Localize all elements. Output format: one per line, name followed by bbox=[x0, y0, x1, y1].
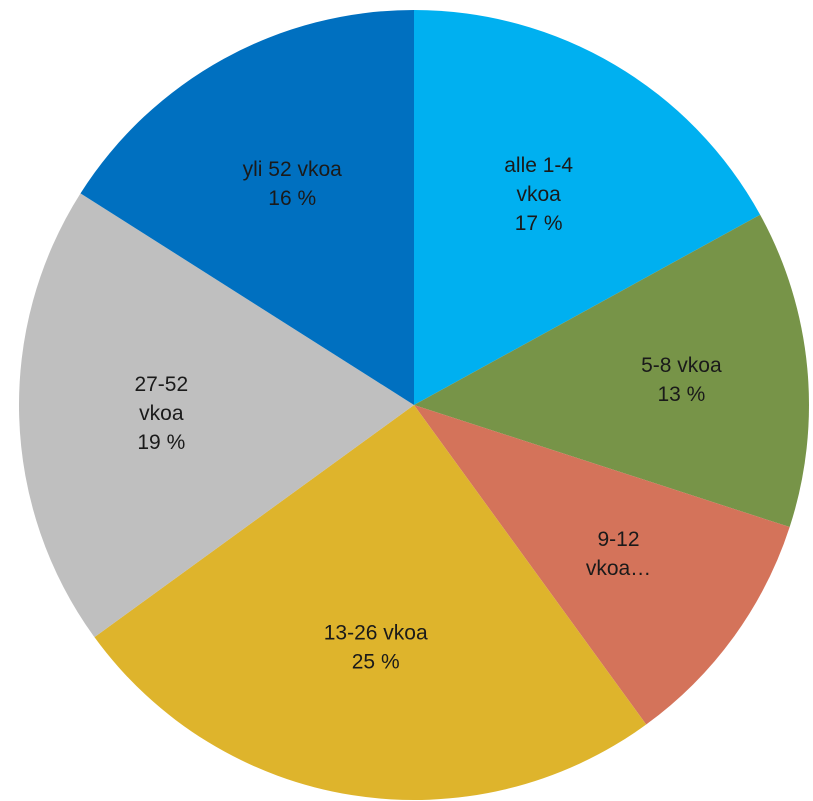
pie-slice-9-12-vkoa bbox=[414, 405, 790, 725]
pie-slice-alle-1-4-vkoa bbox=[414, 10, 761, 405]
pie-slice-yli-52-vkoa bbox=[80, 10, 414, 405]
pie-label-line: 17 % bbox=[515, 212, 563, 235]
pie-label-13-26-vkoa: 13-26 vkoa 25 % bbox=[324, 621, 428, 673]
pie-label-line: vkoa bbox=[516, 183, 561, 206]
pie-label-line: 13 % bbox=[657, 383, 705, 406]
pie-label-line: 9-12 bbox=[598, 528, 640, 551]
pie-label-line: 25 % bbox=[352, 650, 400, 673]
pie-label-line: 16 % bbox=[268, 187, 316, 210]
pie-label-line: 19 % bbox=[137, 431, 185, 454]
pie-slice-27-52-vkoa bbox=[19, 193, 415, 638]
pie-label-5-8-vkoa: 5-8 vkoa 13 % bbox=[641, 354, 722, 406]
pie-label-9-12-vkoa: 9-12 vkoa… bbox=[586, 528, 651, 580]
pie-label-line: yli 52 vkoa bbox=[243, 158, 343, 181]
pie-label-line: vkoa… bbox=[586, 557, 651, 580]
pie-label-yli-52-vkoa: yli 52 vkoa 16 % bbox=[243, 158, 343, 210]
pie-label-line: alle 1-4 bbox=[504, 154, 573, 177]
pie-slices bbox=[19, 10, 809, 800]
pie-label-line: 27-52 bbox=[134, 373, 188, 396]
pie-label-line: 13-26 vkoa bbox=[324, 621, 428, 644]
pie-label-line: 5-8 vkoa bbox=[641, 354, 722, 377]
pie-labels: alle 1-4 vkoa 17 % 5-8 vkoa 13 % 9-12 vkoa… 13-… bbox=[134, 154, 722, 673]
pie-slice-5-8-vkoa bbox=[414, 214, 809, 528]
pie-slice-13-26-vkoa bbox=[94, 405, 647, 800]
pie-label-alle-1-4-vkoa: alle 1-4 vkoa 17 % bbox=[504, 154, 573, 235]
pie-label-27-52-vkoa: 27-52 vkoa 19 % bbox=[134, 373, 188, 454]
pie-label-line: vkoa bbox=[139, 402, 184, 425]
